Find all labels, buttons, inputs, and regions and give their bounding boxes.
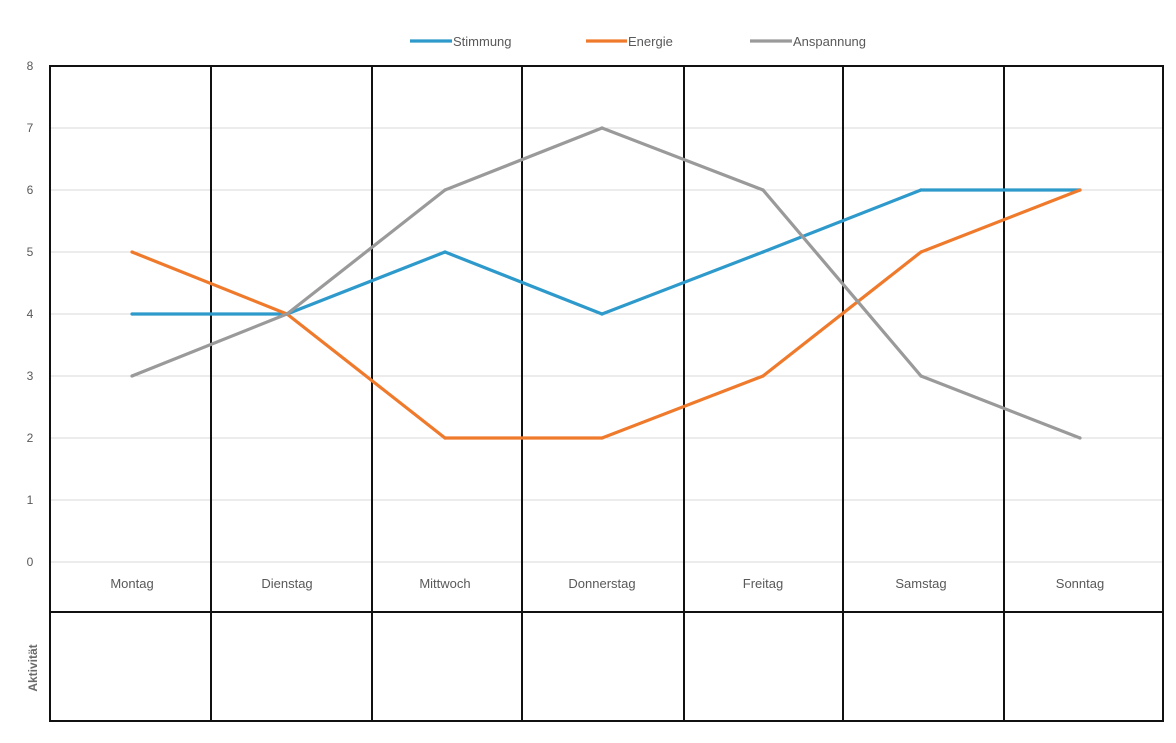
data-point (130, 312, 134, 316)
y-tick-label: 0 (27, 555, 34, 569)
data-point (443, 188, 447, 192)
data-point (761, 188, 765, 192)
y-tick-label: 8 (27, 59, 34, 73)
y-tick-label: 7 (27, 121, 34, 135)
data-point (443, 250, 447, 254)
legend-label: Anspannung (793, 34, 866, 49)
data-point (130, 250, 134, 254)
y-tick-label: 3 (27, 369, 34, 383)
data-point (600, 126, 604, 130)
y-tick-label: 4 (27, 307, 34, 321)
x-tick-label: Sonntag (1056, 576, 1104, 591)
data-point (600, 436, 604, 440)
y-tick-labels: 0 1 2 3 4 5 6 7 8 (27, 59, 34, 569)
chart-frame (49, 65, 1164, 722)
x-tick-label: Freitag (743, 576, 783, 591)
data-point (285, 312, 289, 316)
y-tick-label: 5 (27, 245, 34, 259)
x-tick-label: Mittwoch (419, 576, 470, 591)
data-point (1078, 188, 1082, 192)
activity-row-label: Aktivität (26, 644, 40, 691)
legend-label: Stimmung (453, 34, 512, 49)
data-point (130, 374, 134, 378)
y-tick-label: 1 (27, 493, 34, 507)
x-tick-label: Dienstag (261, 576, 312, 591)
x-tick-label: Donnerstag (568, 576, 635, 591)
y-tick-label: 2 (27, 431, 34, 445)
legend: Stimmung Energie Anspannung (410, 34, 866, 49)
x-tick-label: Montag (110, 576, 153, 591)
data-point (761, 374, 765, 378)
data-point (1078, 436, 1082, 440)
y-tick-label: 6 (27, 183, 34, 197)
data-point (919, 250, 923, 254)
data-point (600, 312, 604, 316)
legend-label: Energie (628, 34, 673, 49)
data-point (761, 250, 765, 254)
plot-border (49, 65, 1164, 722)
data-point (919, 374, 923, 378)
series-lines (130, 126, 1082, 440)
x-tick-label: Samstag (895, 576, 946, 591)
x-tick-labels: Montag Dienstag Mittwoch Donnerstag Freitag S… (110, 576, 1104, 591)
data-point (919, 188, 923, 192)
data-point (443, 436, 447, 440)
